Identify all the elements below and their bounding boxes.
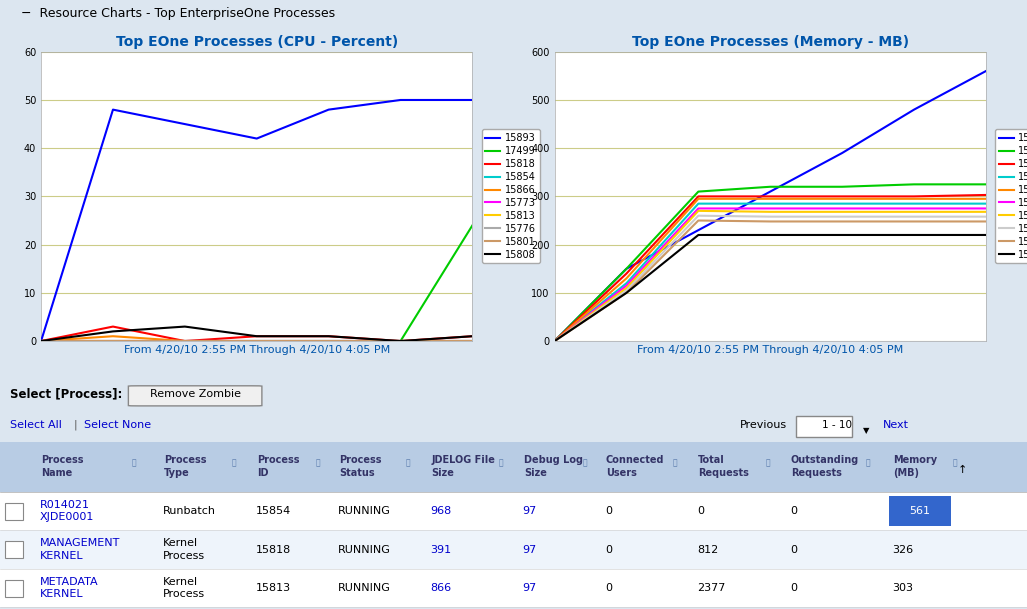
Text: 0: 0 — [605, 583, 612, 593]
Text: Process
Name: Process Name — [41, 456, 83, 478]
Text: −  Resource Charts - Top EnterpriseOne Processes: − Resource Charts - Top EnterpriseOne Pr… — [21, 7, 335, 20]
Text: Remove Zombie: Remove Zombie — [150, 389, 240, 400]
Bar — [889, 496, 951, 526]
Text: 0: 0 — [605, 506, 612, 516]
Bar — [0, 492, 1027, 530]
Text: ⓘ: ⓘ — [498, 459, 503, 468]
Text: 812: 812 — [697, 544, 719, 555]
Text: ⓘ: ⓘ — [231, 459, 236, 468]
Text: 561: 561 — [909, 506, 930, 516]
Text: ⓘ: ⓘ — [765, 459, 770, 468]
Bar — [5, 541, 23, 558]
Bar — [0, 442, 1027, 492]
Text: 0: 0 — [790, 544, 797, 555]
Text: 866: 866 — [430, 583, 452, 593]
Text: Select [Process]:: Select [Process]: — [10, 388, 122, 401]
Text: ⓘ: ⓘ — [132, 459, 137, 468]
Text: |: | — [74, 420, 78, 430]
Text: RUNNING: RUNNING — [338, 506, 390, 516]
X-axis label: From 4/20/10 2:55 PM Through 4/20/10 4:05 PM: From 4/20/10 2:55 PM Through 4/20/10 4:0… — [123, 345, 390, 355]
Text: 97: 97 — [523, 583, 537, 593]
Text: ⓘ: ⓘ — [952, 459, 957, 468]
Text: 0: 0 — [790, 506, 797, 516]
Text: RUNNING: RUNNING — [338, 583, 390, 593]
Text: Total
Requests: Total Requests — [698, 456, 750, 478]
Text: Process
Type: Process Type — [164, 456, 206, 478]
Bar — [0, 569, 1027, 607]
Text: Process
ID: Process ID — [257, 456, 299, 478]
Text: 97: 97 — [523, 506, 537, 516]
Text: 15818: 15818 — [256, 544, 291, 555]
Title: Top EOne Processes (CPU - Percent): Top EOne Processes (CPU - Percent) — [116, 35, 397, 49]
Text: 303: 303 — [892, 583, 913, 593]
Text: ⓘ: ⓘ — [866, 459, 871, 468]
Text: Kernel
Process: Kernel Process — [163, 538, 205, 561]
Text: MANAGEMENT
KERNEL: MANAGEMENT KERNEL — [40, 538, 120, 561]
Text: 1 - 10: 1 - 10 — [822, 420, 851, 430]
Text: ⓘ: ⓘ — [673, 459, 678, 468]
Bar — [5, 502, 23, 519]
Text: Select All: Select All — [10, 420, 63, 430]
Text: 15854: 15854 — [256, 506, 291, 516]
Text: 97: 97 — [523, 544, 537, 555]
Text: Select None: Select None — [84, 420, 151, 430]
Text: ▼: ▼ — [863, 426, 869, 435]
Text: 391: 391 — [430, 544, 452, 555]
Text: Previous: Previous — [739, 420, 787, 430]
Text: 968: 968 — [430, 506, 452, 516]
Text: Memory
(MB): Memory (MB) — [893, 456, 938, 478]
Text: ⓘ: ⓘ — [315, 459, 320, 468]
Bar — [5, 580, 23, 597]
Text: ↑: ↑ — [958, 465, 967, 475]
Legend: 15854, 15818, 15813, 15791, 15796, 15786, 15801, 15808, 15893, 15881: 15854, 15818, 15813, 15791, 15796, 15786… — [995, 129, 1027, 264]
Text: 0: 0 — [697, 506, 705, 516]
Text: 15813: 15813 — [256, 583, 291, 593]
Title: Top EOne Processes (Memory - MB): Top EOne Processes (Memory - MB) — [632, 35, 909, 49]
Text: Outstanding
Requests: Outstanding Requests — [791, 456, 859, 478]
Text: 2377: 2377 — [697, 583, 726, 593]
Bar — [796, 415, 852, 437]
Text: R014021
XJDE0001: R014021 XJDE0001 — [40, 500, 94, 523]
Bar — [0, 530, 1027, 569]
FancyBboxPatch shape — [128, 386, 262, 406]
Text: JDELOG File
Size: JDELOG File Size — [431, 456, 495, 478]
Text: ⓘ: ⓘ — [582, 459, 587, 468]
Text: 326: 326 — [892, 544, 914, 555]
Text: RUNNING: RUNNING — [338, 544, 390, 555]
Text: Runbatch: Runbatch — [163, 506, 217, 516]
Text: Next: Next — [883, 420, 909, 430]
Text: Debug Log
Size: Debug Log Size — [524, 456, 582, 478]
Text: Connected
Users: Connected Users — [606, 456, 664, 478]
Text: Process
Status: Process Status — [339, 456, 381, 478]
X-axis label: From 4/20/10 2:55 PM Through 4/20/10 4:05 PM: From 4/20/10 2:55 PM Through 4/20/10 4:0… — [637, 345, 904, 355]
Text: Kernel
Process: Kernel Process — [163, 577, 205, 599]
Text: ⓘ: ⓘ — [406, 459, 411, 468]
Legend: 15893, 17499, 15818, 15854, 15866, 15773, 15813, 15776, 15801, 15808: 15893, 17499, 15818, 15854, 15866, 15773… — [482, 129, 540, 264]
Text: METADATA
KERNEL: METADATA KERNEL — [40, 577, 99, 599]
Text: 0: 0 — [605, 544, 612, 555]
Text: 0: 0 — [790, 583, 797, 593]
